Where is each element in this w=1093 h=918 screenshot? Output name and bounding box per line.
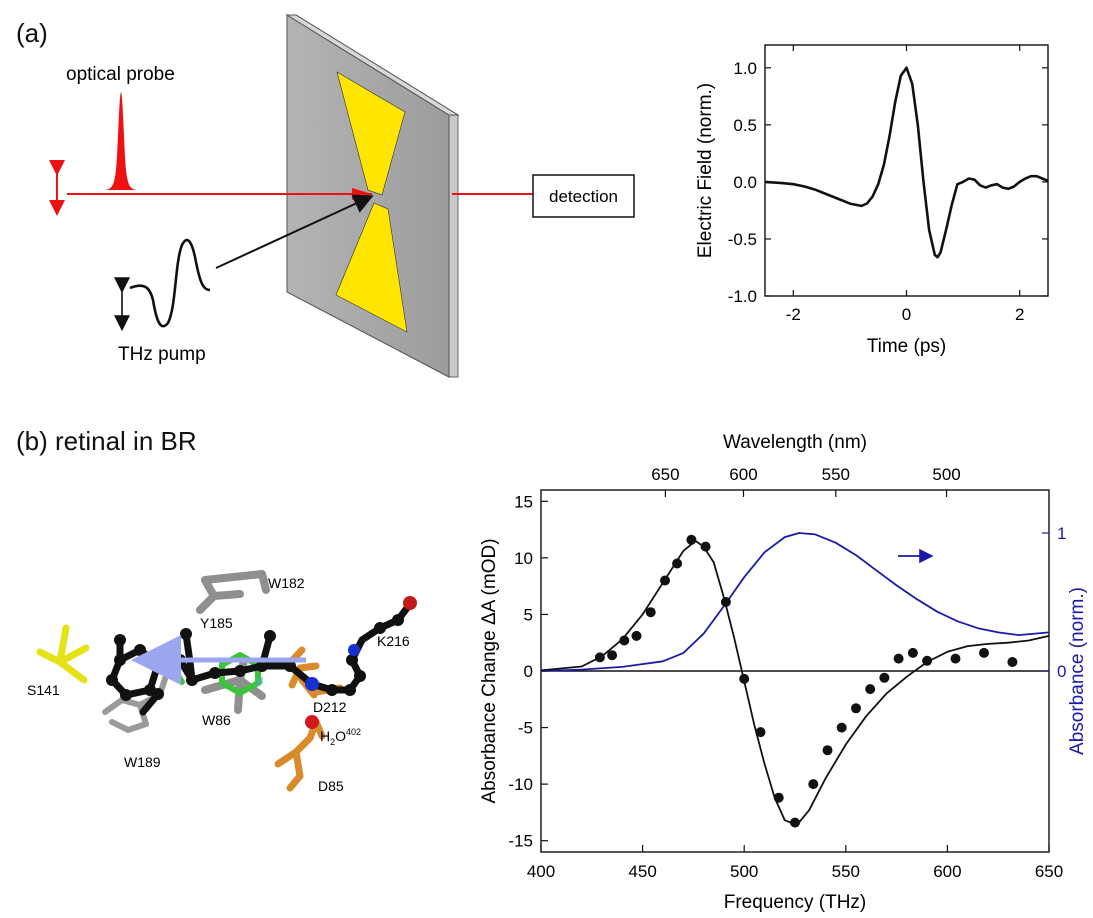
y2-tick-label: 1 xyxy=(1057,524,1066,543)
y-tick-label: 0.5 xyxy=(733,116,757,135)
data-point xyxy=(700,541,711,552)
probe-pulse-shape xyxy=(103,92,139,190)
y-tick-label: -10 xyxy=(508,775,533,794)
data-point xyxy=(645,607,656,618)
thz-pump-waveform xyxy=(129,238,211,328)
data-point xyxy=(631,630,642,641)
top-tick-label: 650 xyxy=(651,465,679,484)
label-d212: D212 xyxy=(313,699,347,715)
chart-thz-waveform: -2 0 2 -1.0 -0.5 0.0 0.5 1.0 Time (ps) Electric F… xyxy=(695,44,1049,357)
bowtie-lower xyxy=(335,202,408,333)
y-axis-label: Absorbance Change ΔA (mOD) xyxy=(479,538,500,803)
pump-direction-arrow xyxy=(215,194,374,269)
molecule-structure: W182 Y185 K216 S141 D212 W86 W189 D85 μ … xyxy=(27,570,417,794)
x-tick-label: -2 xyxy=(786,305,801,324)
x-tick-label: 450 xyxy=(628,862,656,881)
label-water: H2O402 xyxy=(320,727,361,747)
schematic-a: optical probe THz pump detection xyxy=(49,14,635,378)
y-tick-label: 0.0 xyxy=(733,173,757,192)
label-s141: S141 xyxy=(27,682,60,698)
y-tick-label: 1.0 xyxy=(733,59,757,78)
bowtie-upper xyxy=(336,71,406,196)
detection-label: detection xyxy=(549,187,618,206)
x-axis-label: Time (ps) xyxy=(867,336,947,357)
series-line-absorbance xyxy=(540,532,1050,672)
k216-nitrogen xyxy=(348,644,360,656)
y-tick-label: 5 xyxy=(524,605,533,624)
plate-front xyxy=(286,14,450,378)
top-axis-label: Wavelength (nm) xyxy=(723,432,867,453)
detection-box xyxy=(532,174,635,218)
data-point xyxy=(660,575,670,586)
data-point xyxy=(836,722,847,733)
label-k216: K216 xyxy=(377,633,410,649)
x-axis-label: Frequency (THz) xyxy=(724,892,867,913)
data-point xyxy=(893,653,904,664)
data-point xyxy=(619,635,630,646)
y-tick-label: -15 xyxy=(508,832,533,851)
data-point xyxy=(773,792,784,803)
panel-b-label: (b) retinal in BR xyxy=(16,426,197,456)
data-point xyxy=(822,745,833,756)
data-point xyxy=(594,652,605,663)
pump-label: THz pump xyxy=(118,344,206,365)
top-tick-label: 600 xyxy=(729,465,757,484)
x-tick-label: 0 xyxy=(902,305,911,324)
data-point xyxy=(865,684,876,695)
data-point xyxy=(739,673,750,684)
data-point xyxy=(607,650,618,661)
data-point xyxy=(907,647,918,658)
y-tick-label: 0 xyxy=(524,662,533,681)
panel-a-label: (a) xyxy=(16,18,48,48)
data-point xyxy=(672,558,683,569)
data-point xyxy=(950,653,961,664)
x-tick-label: 500 xyxy=(730,862,758,881)
label-w86: W86 xyxy=(202,712,231,728)
y2-axis-label: Absorbance (norm.) xyxy=(1067,587,1088,755)
data-point xyxy=(808,779,819,790)
label-mu: μ xyxy=(256,672,264,687)
series-line-fit xyxy=(540,540,1050,826)
plate-top xyxy=(285,14,460,116)
y-tick-label: 15 xyxy=(514,492,533,511)
data-point xyxy=(1007,657,1018,667)
x-tick-label: 400 xyxy=(527,862,555,881)
data-point xyxy=(851,703,861,714)
probe-label: optical probe xyxy=(66,64,175,85)
top-tick-label: 500 xyxy=(932,465,960,484)
series-line-thz-field xyxy=(764,66,1049,259)
label-d85: D85 xyxy=(318,778,344,794)
schiff-base-nitrogen xyxy=(305,677,319,691)
x-tick-label: 650 xyxy=(1035,862,1063,881)
x-tick-label: 2 xyxy=(1015,305,1024,324)
y-tick-label: 10 xyxy=(514,549,533,568)
y-tick-label: -5 xyxy=(518,719,533,738)
data-point xyxy=(790,817,800,828)
k216-oxygen xyxy=(403,596,417,610)
water-402 xyxy=(305,715,319,729)
x-tick-label: 550 xyxy=(832,862,860,881)
data-point xyxy=(755,727,766,738)
residue-s141-sticks xyxy=(36,624,90,684)
top-tick-label: 550 xyxy=(822,465,850,484)
plot-frame xyxy=(764,44,1049,297)
residue-w182-sticks xyxy=(196,570,270,614)
y-tick-label: -1.0 xyxy=(728,287,757,306)
y2-tick-label: 0 xyxy=(1057,662,1066,681)
y-axis-label: Electric Field (norm.) xyxy=(695,83,716,258)
x-tick-label: 600 xyxy=(933,862,961,881)
label-w189: W189 xyxy=(124,754,161,770)
data-point xyxy=(879,672,890,683)
residue-d85-sticks xyxy=(274,718,326,792)
chart-absorbance-change: 400 450 500 550 600 650 -15 -10 -5 0 5 10 15 0 1 650 600… xyxy=(479,432,1088,913)
label-w182: W182 xyxy=(268,575,305,591)
label-y185: Y185 xyxy=(200,615,233,631)
y-tick-label: -0.5 xyxy=(728,230,757,249)
data-point xyxy=(979,647,989,658)
data-point xyxy=(686,534,697,545)
data-point xyxy=(720,597,731,607)
data-point xyxy=(922,655,933,666)
